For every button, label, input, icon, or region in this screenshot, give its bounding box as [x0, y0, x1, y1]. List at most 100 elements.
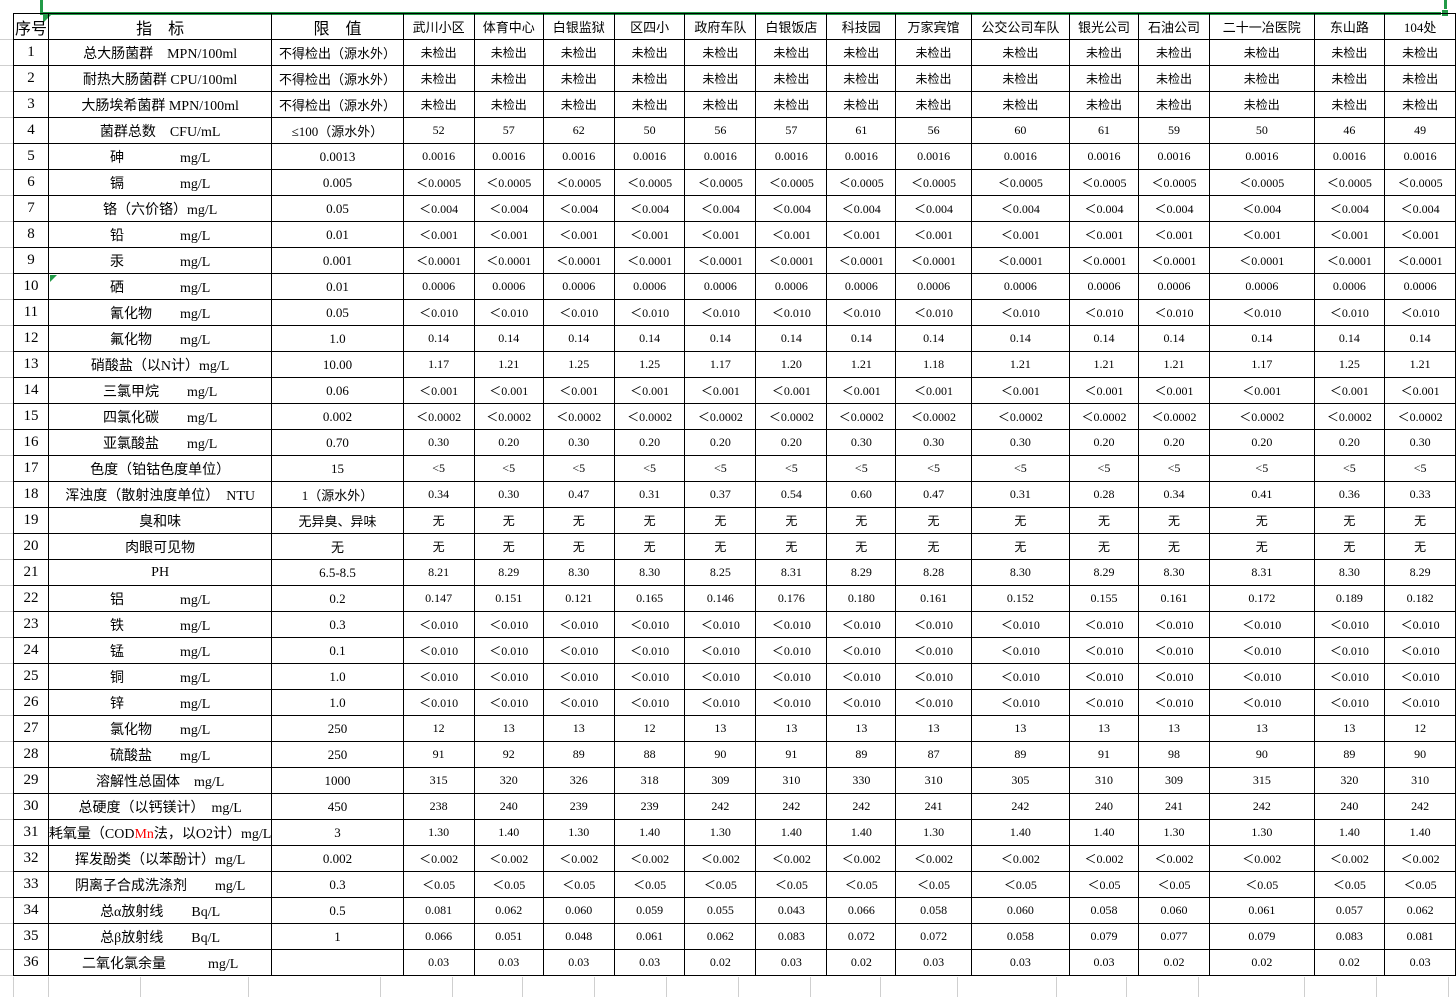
value-cell[interactable]: 1.25 — [542, 351, 615, 378]
value-cell[interactable]: ＜0.010 — [684, 611, 757, 638]
row-number-cell[interactable]: 36 — [13, 949, 49, 976]
value-cell[interactable]: <5 — [970, 455, 1070, 482]
value-cell[interactable]: 242 — [826, 793, 897, 820]
value-cell[interactable]: 8.25 — [684, 559, 757, 586]
indicator-cell[interactable]: 铁 mg/L — [47, 611, 273, 638]
indicator-cell[interactable]: 溶解性总固体 mg/L — [47, 767, 273, 794]
value-cell[interactable]: ＜0.010 — [402, 299, 475, 326]
value-cell[interactable]: ＜0.010 — [1209, 611, 1315, 638]
value-cell[interactable]: 未检出 — [826, 91, 897, 118]
value-cell[interactable]: 0.14 — [542, 325, 615, 352]
value-cell[interactable]: 0.0006 — [1068, 273, 1140, 300]
value-cell[interactable]: 1.30 — [1209, 819, 1315, 846]
value-cell[interactable]: ＜0.002 — [970, 845, 1070, 872]
value-cell[interactable]: 0.33 — [1384, 481, 1456, 508]
row-number-cell[interactable]: 6 — [13, 169, 49, 196]
value-cell[interactable]: <5 — [542, 455, 615, 482]
value-cell[interactable]: ＜0.05 — [895, 871, 972, 898]
value-cell[interactable]: ＜0.002 — [1384, 845, 1456, 872]
value-cell[interactable]: ＜0.010 — [895, 663, 972, 690]
value-cell[interactable]: 未检出 — [1209, 91, 1315, 118]
value-cell[interactable]: ＜0.0005 — [1313, 169, 1386, 196]
value-cell[interactable]: 0.0016 — [895, 143, 972, 170]
value-cell[interactable]: 1.30 — [684, 819, 757, 846]
value-cell[interactable]: ＜0.002 — [542, 845, 615, 872]
value-cell[interactable]: 未检出 — [1384, 39, 1456, 66]
value-cell[interactable]: 57 — [755, 117, 828, 144]
value-cell[interactable]: ＜0.010 — [970, 663, 1070, 690]
value-cell[interactable]: ＜0.0001 — [473, 247, 544, 274]
value-cell[interactable]: 242 — [755, 793, 828, 820]
value-cell[interactable]: 未检出 — [826, 39, 897, 66]
row-number-cell[interactable]: 26 — [13, 689, 49, 716]
value-cell[interactable]: ＜0.0002 — [1313, 403, 1386, 430]
value-cell[interactable]: 未检出 — [970, 91, 1070, 118]
value-cell[interactable]: ＜0.010 — [1384, 637, 1456, 664]
value-cell[interactable]: ＜0.010 — [895, 637, 972, 664]
value-cell[interactable]: 0.057 — [1313, 897, 1386, 924]
value-cell[interactable]: 88 — [613, 741, 686, 768]
value-cell[interactable]: ＜0.0005 — [473, 169, 544, 196]
value-cell[interactable]: 无 — [473, 533, 544, 560]
value-cell[interactable]: 0.048 — [542, 923, 615, 950]
value-cell[interactable]: 0.03 — [1068, 949, 1140, 976]
column-header-site[interactable]: 白银监狱 — [542, 13, 615, 40]
row-number-cell[interactable]: 30 — [13, 793, 49, 820]
indicator-cell[interactable]: 砷 mg/L — [47, 143, 273, 170]
row-number-cell[interactable]: 2 — [13, 65, 49, 92]
value-cell[interactable]: 89 — [542, 741, 615, 768]
value-cell[interactable]: ＜0.004 — [826, 195, 897, 222]
value-cell[interactable]: 0.14 — [1068, 325, 1140, 352]
value-cell[interactable]: 239 — [542, 793, 615, 820]
row-number-cell[interactable]: 19 — [13, 507, 49, 534]
value-cell[interactable]: 0.051 — [473, 923, 544, 950]
value-cell[interactable]: 0.161 — [1137, 585, 1211, 612]
indicator-cell[interactable]: 浑浊度（散射浊度单位） NTU — [47, 481, 273, 508]
value-cell[interactable]: 0.30 — [895, 429, 972, 456]
value-cell[interactable]: <5 — [755, 455, 828, 482]
value-cell[interactable]: ＜0.0002 — [970, 403, 1070, 430]
value-cell[interactable]: 0.151 — [473, 585, 544, 612]
row-number-cell[interactable]: 18 — [13, 481, 49, 508]
value-cell[interactable]: ＜0.05 — [826, 871, 897, 898]
value-cell[interactable]: ＜0.010 — [1209, 689, 1315, 716]
row-number-cell[interactable]: 3 — [13, 91, 49, 118]
value-cell[interactable]: 0.0006 — [684, 273, 757, 300]
value-cell[interactable]: 0.146 — [684, 585, 757, 612]
value-cell[interactable]: 0.072 — [826, 923, 897, 950]
value-cell[interactable]: 无 — [1068, 533, 1140, 560]
value-cell[interactable]: 0.47 — [895, 481, 972, 508]
value-cell[interactable]: ＜0.010 — [1313, 663, 1386, 690]
value-cell[interactable]: 89 — [1313, 741, 1386, 768]
value-cell[interactable]: 89 — [970, 741, 1070, 768]
value-cell[interactable]: ＜0.010 — [542, 611, 615, 638]
value-cell[interactable]: ＜0.001 — [1209, 377, 1315, 404]
value-cell[interactable]: 无 — [895, 533, 972, 560]
value-cell[interactable]: 无 — [826, 533, 897, 560]
limit-cell[interactable]: 0.002 — [271, 845, 404, 872]
value-cell[interactable]: ＜0.0002 — [1137, 403, 1211, 430]
value-cell[interactable]: ＜0.05 — [542, 871, 615, 898]
indicator-cell[interactable]: 亚氯酸盐 mg/L — [47, 429, 273, 456]
value-cell[interactable]: 无 — [684, 533, 757, 560]
limit-cell[interactable]: 0.5 — [271, 897, 404, 924]
value-cell[interactable]: 320 — [473, 767, 544, 794]
value-cell[interactable]: ＜0.0002 — [1209, 403, 1315, 430]
value-cell[interactable]: 未检出 — [684, 39, 757, 66]
value-cell[interactable]: 0.37 — [684, 481, 757, 508]
value-cell[interactable]: 0.14 — [1384, 325, 1456, 352]
value-cell[interactable]: 238 — [402, 793, 475, 820]
value-cell[interactable]: ＜0.010 — [1068, 637, 1140, 664]
value-cell[interactable]: 无 — [1209, 507, 1315, 534]
value-cell[interactable]: 无 — [1068, 507, 1140, 534]
value-cell[interactable]: 0.0016 — [970, 143, 1070, 170]
value-cell[interactable]: ＜0.0005 — [1068, 169, 1140, 196]
value-cell[interactable]: 无 — [684, 507, 757, 534]
value-cell[interactable]: 242 — [1209, 793, 1315, 820]
value-cell[interactable]: 1.17 — [684, 351, 757, 378]
row-number-cell[interactable]: 10 — [13, 273, 49, 300]
value-cell[interactable]: 1.25 — [1313, 351, 1386, 378]
value-cell[interactable]: ＜0.0005 — [402, 169, 475, 196]
value-cell[interactable]: 13 — [684, 715, 757, 742]
value-cell[interactable]: 未检出 — [1068, 91, 1140, 118]
